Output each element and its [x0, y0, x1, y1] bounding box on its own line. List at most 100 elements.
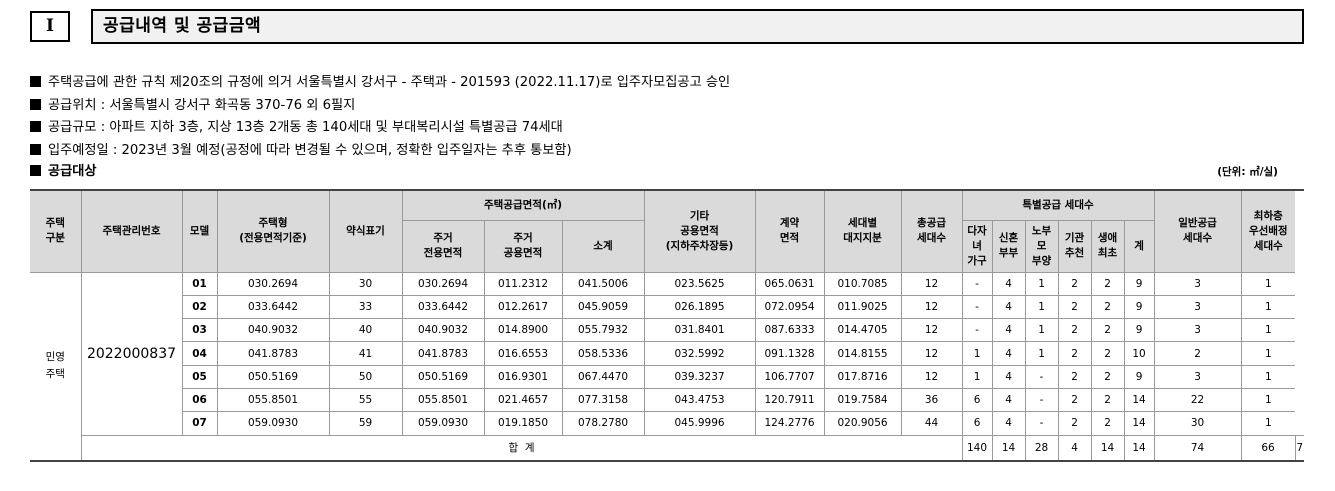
- institution-cell: 2: [1057, 364, 1092, 389]
- supply-target-row: 공급대상 (단위: ㎡/실): [30, 162, 1280, 182]
- other-cell: 045.9996: [643, 411, 756, 436]
- square-bullet-icon: [30, 121, 41, 132]
- header-housing-kind: 주택 구분: [30, 189, 82, 273]
- square-bullet-icon: [30, 165, 41, 176]
- multi-child-cell: -: [961, 294, 993, 320]
- other-cell: 031.8401: [643, 318, 756, 343]
- first-life-cell: 2: [1090, 364, 1125, 389]
- multi-child-cell: 1: [961, 341, 993, 366]
- newlywed-cell: 4: [991, 341, 1026, 366]
- header-special-supply: 특별공급 세대수: [961, 189, 1155, 221]
- header-elderly-parent: 노부 모 부양: [1024, 219, 1059, 273]
- total-cell: 44: [900, 411, 963, 436]
- subtotal-cell: 055.7932: [561, 318, 645, 343]
- contract-cell: 124.2776: [754, 411, 825, 436]
- land-cell: 011.9025: [823, 294, 902, 320]
- total-cell: 12: [900, 364, 963, 389]
- total-cell: 12: [900, 318, 963, 343]
- newlywed-cell: 4: [991, 318, 1026, 343]
- type-cell: 030.2694: [216, 271, 330, 296]
- unit-label: (단위: ㎡/실): [1217, 166, 1278, 178]
- first-life-cell: 2: [1090, 387, 1125, 413]
- exclusive-cell: 055.8501: [401, 387, 485, 413]
- institution-cell: 2: [1057, 294, 1092, 320]
- land-cell: 014.8155: [823, 341, 902, 366]
- first-life-cell: 2: [1090, 294, 1125, 320]
- square-bullet-icon: [30, 98, 41, 110]
- general-cell: 30: [1153, 411, 1242, 436]
- type-cell: 041.8783: [216, 341, 330, 366]
- exclusive-cell: 040.9032: [401, 318, 485, 343]
- special-sum-cell: 10: [1123, 341, 1155, 366]
- model-cell: 01: [181, 271, 218, 296]
- display-cell: 55: [328, 387, 403, 413]
- subtotal-cell: 067.4470: [561, 364, 645, 389]
- land-cell: 019.7584: [823, 387, 902, 413]
- exclusive-cell: 050.5169: [401, 364, 485, 389]
- header-other-common-area: 기타 공용면적 (지하주차장등): [643, 189, 756, 273]
- model-cell: 07: [182, 411, 218, 436]
- other-cell: 026.1895: [643, 294, 756, 320]
- institution-cell: 2: [1057, 318, 1092, 343]
- header-short-display: 약식표기: [328, 189, 403, 273]
- general-cell: 3: [1153, 318, 1242, 343]
- multi-child-cell: -: [961, 271, 993, 296]
- newlywed-cell: 4: [991, 387, 1026, 413]
- exclusive-cell: 033.6442: [401, 294, 485, 320]
- header-institution: 기관 추천: [1057, 219, 1092, 273]
- other-cell: 032.5992: [643, 341, 756, 366]
- common-cell: 021.4657: [483, 387, 563, 413]
- total-first-life-cell: 14: [1123, 434, 1155, 462]
- total-elderly-cell: 4: [1057, 434, 1092, 462]
- land-cell: 010.7085: [823, 271, 902, 296]
- subtotal-cell: 058.5336: [561, 341, 645, 366]
- table-row: 04 041.8783 41 041.8783 016.6553 058.5336 032.…: [30, 341, 1304, 366]
- first-life-cell: 2: [1090, 318, 1125, 343]
- newlywed-cell: 4: [991, 271, 1026, 296]
- table-row: 02 033.6442 33 033.6442 012.2617 045.9059 026.…: [30, 294, 1304, 320]
- total-institution-cell: 14: [1090, 434, 1125, 462]
- first-life-cell: 2: [1090, 341, 1125, 366]
- header-land-share: 세대별 대지지분: [823, 189, 902, 273]
- multi-child-cell: -: [961, 318, 993, 343]
- priority-cell: 1: [1240, 387, 1296, 413]
- multi-child-cell: 1: [961, 364, 993, 389]
- general-cell: 22: [1153, 387, 1242, 413]
- contract-cell: 120.7911: [754, 387, 825, 413]
- type-cell: 040.9032: [216, 318, 330, 343]
- notice-list: 주택공급에 관한 규칙 제20조의 규정에 의거 서울특별시 강서구 - 주택과…: [30, 72, 1310, 162]
- exclusive-cell: 030.2694: [401, 271, 485, 296]
- elderly-cell: 1: [1024, 271, 1059, 296]
- header-supply-area: 주택공급면적(㎡): [401, 189, 645, 221]
- header-housing-type: 주택형 (전용면적기준): [216, 189, 330, 273]
- special-sum-cell: 9: [1123, 364, 1155, 389]
- total-row: 합 계 140 14 28 4 14 14 74 66 7: [30, 434, 1304, 462]
- display-cell: 59: [328, 411, 403, 436]
- header-newlywed: 신혼 부부: [991, 219, 1026, 273]
- type-cell: 055.8501: [216, 387, 330, 413]
- header-special-sum: 계: [1123, 219, 1155, 273]
- priority-cell: 1: [1240, 271, 1296, 296]
- exclusive-cell: 059.0930: [401, 411, 485, 436]
- priority-cell: 1: [1240, 364, 1296, 389]
- exclusive-cell: 041.8783: [401, 341, 485, 366]
- header-multi-child: 다자 녀 가구: [961, 219, 993, 273]
- model-cell: 05: [182, 364, 218, 389]
- table-row: 06 055.8501 55 055.8501 021.4657 077.3158 043.…: [30, 387, 1304, 413]
- common-cell: 016.6553: [483, 341, 563, 366]
- common-cell: 011.2312: [483, 271, 563, 296]
- notice-item: 입주예정일 : 2023년 3월 예정(공정에 따라 변경될 수 있으며, 정확…: [30, 140, 1310, 163]
- table-row: 05 050.5169 50 050.5169 016.9301 067.4470 039.…: [30, 364, 1304, 389]
- subtotal-cell: 045.9059: [561, 294, 645, 320]
- newlywed-cell: 4: [991, 294, 1026, 320]
- subtotal-cell: 077.3158: [561, 387, 645, 413]
- management-number-cell: 2022000837: [80, 271, 183, 436]
- general-cell: 3: [1153, 364, 1242, 389]
- contract-cell: 065.0631: [754, 271, 825, 296]
- square-bullet-icon: [30, 76, 41, 87]
- land-cell: 020.9056: [823, 411, 902, 436]
- notice-item: 주택공급에 관한 규칙 제20조의 규정에 의거 서울특별시 강서구 - 주택과…: [30, 72, 1310, 95]
- special-sum-cell: 14: [1123, 387, 1155, 413]
- model-cell: 06: [182, 387, 218, 413]
- model-cell: 02: [182, 294, 218, 320]
